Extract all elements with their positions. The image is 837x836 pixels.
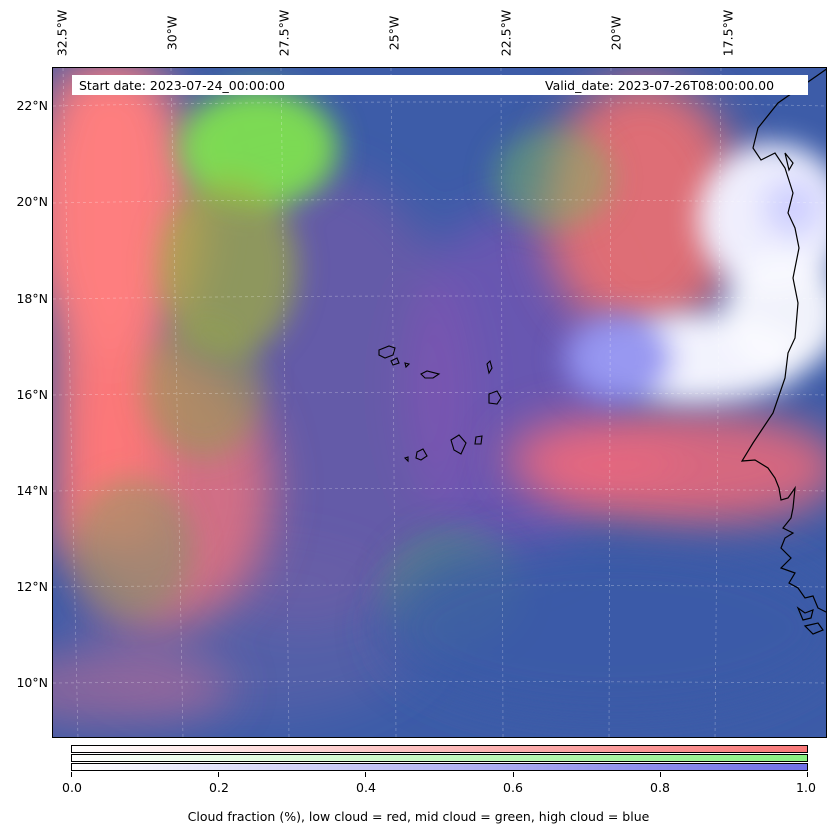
colorbar-tick-label: 0.6: [503, 780, 523, 795]
colorbar-tick-label: 0.0: [62, 780, 82, 795]
lat-label: 12°N: [16, 579, 48, 594]
lat-label: 10°N: [16, 675, 48, 690]
colorbar-high: [71, 763, 808, 771]
colorbar-tick: [807, 772, 808, 777]
lon-label: 22.5°W: [498, 9, 514, 57]
lat-label: 14°N: [16, 483, 48, 498]
lon-label: 20°W: [608, 15, 624, 51]
lon-label: 17.5°W: [720, 9, 736, 57]
cape-verde-islands: [378, 345, 502, 463]
colorbar-tick: [660, 772, 661, 777]
high-cloud-layer: [563, 143, 826, 403]
colorbar-low: [71, 745, 808, 753]
header-band: [72, 75, 808, 95]
lat-label: 16°N: [16, 387, 48, 402]
lon-label: 27.5°W: [276, 9, 292, 57]
lon-label: 30°W: [164, 15, 180, 51]
colorbar-tick: [365, 772, 366, 777]
colorbar-tick: [71, 772, 72, 777]
valid-date-label: Valid_date: 2023-07-26T08:00:00.00: [545, 78, 775, 93]
colorbar-tick-label: 0.4: [356, 780, 376, 795]
african-coastline: [740, 68, 826, 635]
colorbar-mid: [71, 754, 808, 762]
lat-label: 20°N: [16, 194, 48, 209]
lat-label: 18°N: [16, 291, 48, 306]
graticule: [53, 68, 826, 737]
map-canvas: [53, 68, 826, 737]
southern-cloud-layer: [383, 538, 826, 718]
cloud-map[interactable]: [52, 67, 827, 738]
colorbar-title: Cloud fraction (%), low cloud = red, mid…: [187, 809, 650, 824]
colorbar-tick-label: 1.0: [796, 780, 816, 795]
colorbar-tick: [218, 772, 219, 777]
colorbar-tick-label: 0.8: [650, 780, 670, 795]
lat-label: 22°N: [16, 98, 48, 113]
start-date-label: Start date: 2023-07-24_00:00:00: [79, 78, 285, 93]
colorbar-tick: [513, 772, 514, 777]
colorbar-tick-label: 0.2: [209, 780, 229, 795]
lon-label: 25°W: [386, 15, 402, 51]
lon-label: 32.5°W: [54, 9, 70, 57]
